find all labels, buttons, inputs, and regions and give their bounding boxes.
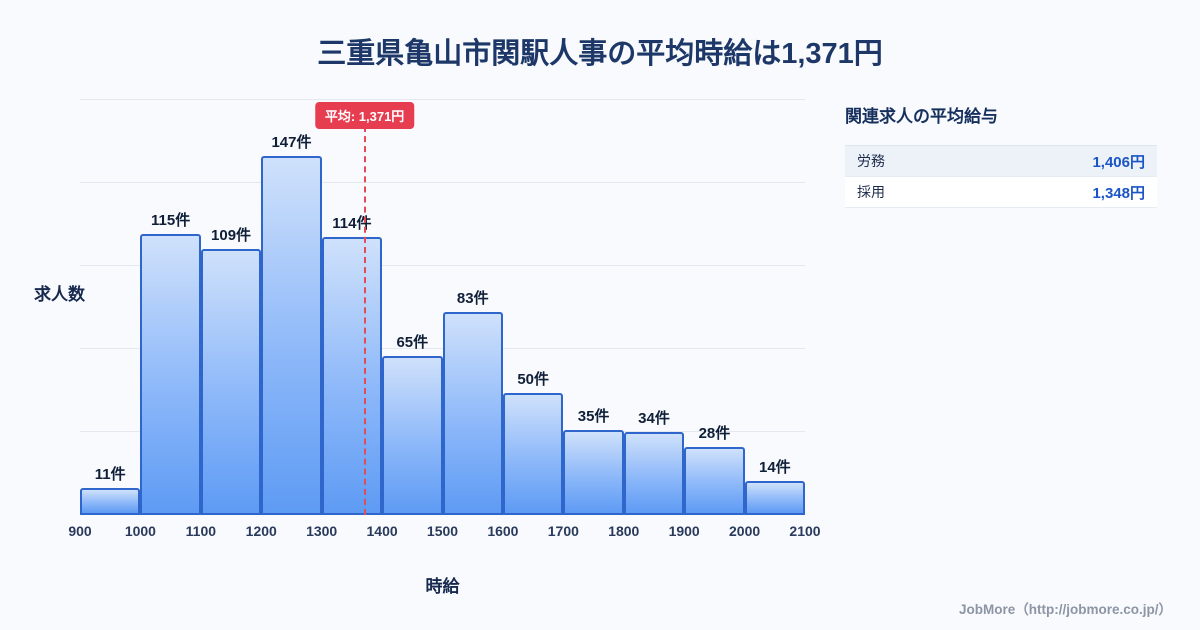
x-tick-label: 2000 [729,523,761,539]
average-dashed-line [363,126,366,515]
x-tick-label: 900 [68,523,92,539]
bar-slot: 35件 [563,100,624,515]
x-tick-label: 1300 [306,523,338,539]
bar-slot: 65件 [382,100,443,515]
histogram-bar [442,312,503,515]
x-tick-label: 1800 [608,523,640,539]
histogram-bar [623,432,685,515]
bars: 11件 115件 109件 147件 114件 65件 83件 50件 35件 34件 28件 14件 [80,100,806,515]
bar-value-label: 114件 [332,214,372,232]
average-badge: 平均: 1,371円 [314,102,415,129]
related-salary-heading: 関連求人の平均給与 [845,107,998,126]
x-tick-label: 2100 [789,523,821,539]
bar-slot: 50件 [502,100,564,515]
bar-value-label: 11件 [94,466,126,484]
salary-row: 労務 1,406円 [845,146,1157,177]
bar-value-label: 65件 [396,334,429,352]
x-ticks: 900 1000 1100 1200 1300 1400 1500 1600 1700 1800 1… [68,523,820,543]
x-tick-label: 1700 [547,523,579,539]
gridline [80,348,805,349]
salary-row-label: 労務 [857,153,885,169]
x-tick-label: 1600 [487,523,519,539]
gridline [80,182,805,183]
bar-slot: 109件 [200,100,262,515]
gridline [80,99,805,100]
bar-value-label: 28件 [698,424,731,442]
x-tick-label: 1500 [426,523,459,539]
salary-row-value: 1,348円 [1092,184,1145,202]
bar-slot: 14件 [744,100,806,515]
attribution: JobMore（http://jobmore.co.jp/） [959,602,1172,617]
histogram-bar [502,392,564,515]
bar-value-label: 83件 [456,290,489,308]
x-tick-label: 1200 [245,523,277,539]
histogram-bar [321,236,383,515]
bar-value-label: 35件 [577,407,610,425]
histogram-bar [140,234,201,515]
chart-title: 三重県亀山市関駅人事の平均時給は1,371円 [317,38,883,70]
salary-row-label: 採用 [857,184,885,200]
bar-value-label: 50件 [517,370,549,388]
x-tick-label: 1400 [366,523,398,539]
histogram-bar [744,480,806,515]
histogram-bar [563,429,624,515]
bar-slot: 115件 [140,100,201,515]
bar-slot: 28件 [684,100,745,515]
salary-row-value: 1,406円 [1092,153,1145,171]
bar-value-label: 115件 [151,212,191,230]
bar-value-label: 109件 [211,226,252,244]
histogram-bar [382,356,443,515]
salary-row: 採用 1,348円 [845,177,1157,208]
bar-slot: 147件 [261,100,322,515]
bar-slot: 11件 [80,100,141,515]
histogram-bar [80,488,141,515]
related-salary-panel: 関連求人の平均給与 労務 1,406円採用 1,348円 [845,102,1157,208]
bar-value-label: 34件 [638,410,670,427]
bar-value-label: 147件 [271,134,312,152]
x-axis-label: 時給 [425,577,460,596]
histogram-bar [684,446,745,515]
histogram-bar [261,156,322,515]
x-tick-label: 1900 [668,523,700,539]
bar-slot: 114件 [321,100,383,515]
gridline [80,265,805,266]
salary-table: 労務 1,406円採用 1,348円 [845,145,1157,208]
bar-value-label: 14件 [759,458,791,476]
bar-slot: 83件 [442,100,503,515]
histogram-bar [200,248,262,515]
bar-slot: 34件 [623,100,685,515]
x-tick-label: 1000 [124,523,156,539]
y-axis-label: 求人数 [34,285,85,304]
plot-area: 11件 115件 109件 147件 114件 65件 83件 50件 35件 34件 28件 14件… [80,99,806,515]
x-tick-label: 1100 [185,523,217,539]
